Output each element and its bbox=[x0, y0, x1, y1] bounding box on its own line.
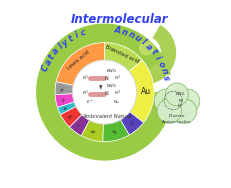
Text: Amino-cycles: Amino-cycles bbox=[162, 120, 191, 124]
Text: a: a bbox=[43, 58, 54, 67]
Circle shape bbox=[161, 90, 191, 120]
Text: EWG: EWG bbox=[106, 84, 116, 88]
Text: $R^2$: $R^2$ bbox=[113, 74, 121, 83]
Text: N: N bbox=[178, 99, 181, 103]
Text: t: t bbox=[67, 34, 75, 43]
Text: N: N bbox=[105, 91, 108, 96]
Wedge shape bbox=[128, 60, 153, 123]
Text: s: s bbox=[161, 74, 170, 81]
Circle shape bbox=[175, 89, 199, 113]
Text: i: i bbox=[153, 55, 162, 62]
Circle shape bbox=[72, 60, 136, 124]
Text: i: i bbox=[73, 31, 80, 40]
Wedge shape bbox=[57, 102, 76, 114]
Text: Ambivalent Nature: Ambivalent Nature bbox=[82, 114, 131, 119]
Text: EWG: EWG bbox=[106, 69, 116, 73]
Text: Cu: Cu bbox=[128, 120, 135, 127]
Text: o: o bbox=[155, 60, 166, 69]
Text: Intermolecular: Intermolecular bbox=[71, 13, 168, 26]
Wedge shape bbox=[102, 120, 129, 142]
Text: c: c bbox=[79, 28, 86, 38]
Text: n: n bbox=[126, 30, 135, 40]
Text: H$^2$: H$^2$ bbox=[176, 102, 182, 111]
Text: t: t bbox=[148, 48, 158, 57]
Text: A: A bbox=[113, 25, 121, 35]
Circle shape bbox=[172, 99, 196, 123]
Circle shape bbox=[165, 83, 188, 106]
Text: Ru: Ru bbox=[111, 130, 117, 135]
Circle shape bbox=[138, 40, 153, 55]
Text: N: N bbox=[105, 76, 108, 81]
Text: $R^1$: $R^1$ bbox=[82, 74, 89, 83]
Text: EWG: EWG bbox=[175, 92, 185, 96]
Wedge shape bbox=[55, 94, 74, 107]
Wedge shape bbox=[55, 82, 73, 95]
Text: l: l bbox=[139, 38, 147, 47]
Text: Nu: Nu bbox=[113, 100, 118, 104]
Text: a: a bbox=[143, 42, 153, 52]
Wedge shape bbox=[104, 43, 142, 71]
Text: Pd: Pd bbox=[68, 113, 74, 120]
Wedge shape bbox=[69, 115, 89, 136]
Wedge shape bbox=[120, 112, 143, 135]
Text: Pt: Pt bbox=[63, 105, 69, 111]
Text: l: l bbox=[56, 42, 64, 51]
Text: Rh: Rh bbox=[90, 129, 97, 135]
Circle shape bbox=[153, 89, 178, 113]
Wedge shape bbox=[81, 120, 103, 142]
Text: n: n bbox=[120, 27, 128, 37]
Text: Ni: Ni bbox=[61, 87, 65, 91]
Text: y: y bbox=[61, 37, 70, 48]
Wedge shape bbox=[56, 43, 104, 85]
Text: $R^2$: $R^2$ bbox=[113, 89, 121, 98]
Text: Au: Au bbox=[140, 87, 150, 96]
Circle shape bbox=[156, 99, 181, 123]
Text: Lewis acid: Lewis acid bbox=[66, 49, 90, 70]
Text: a: a bbox=[51, 46, 61, 57]
Text: t: t bbox=[47, 53, 57, 61]
Text: Ir: Ir bbox=[77, 123, 82, 128]
Text: Co: Co bbox=[61, 97, 66, 103]
Text: Brønsted acid: Brønsted acid bbox=[104, 45, 139, 64]
Text: Diverse: Diverse bbox=[168, 114, 184, 118]
Text: $E^+$: $E^+$ bbox=[85, 98, 93, 106]
Text: C: C bbox=[40, 64, 51, 73]
Wedge shape bbox=[36, 24, 172, 161]
Text: $R^1$: $R^1$ bbox=[82, 89, 89, 98]
Wedge shape bbox=[60, 107, 82, 127]
Wedge shape bbox=[114, 25, 175, 84]
Text: n: n bbox=[158, 67, 169, 75]
Text: u: u bbox=[132, 33, 142, 44]
